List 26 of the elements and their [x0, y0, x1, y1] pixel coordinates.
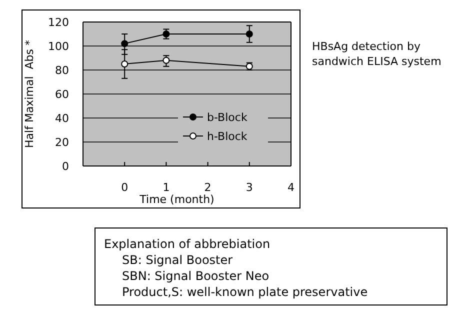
- x-tick-label: 0: [121, 181, 128, 194]
- text: SB: Signal Booster: [122, 253, 233, 267]
- text: Explanation of abbrebiation: [104, 237, 270, 251]
- legend-label: h-Block: [207, 130, 248, 143]
- y-axis-title: Half Maximal Abs *: [23, 40, 36, 148]
- point: [121, 60, 128, 68]
- y-tick-label: 0: [62, 160, 69, 173]
- point: [162, 30, 170, 38]
- text: HBsAg detection by sandwich ELISA system: [312, 40, 442, 68]
- x-tick-label: 3: [246, 181, 253, 194]
- y-tick-label: 80: [55, 64, 69, 77]
- text: SBN: Signal Booster Neo: [122, 269, 270, 283]
- y-tick-label: 100: [48, 40, 69, 53]
- x-tick-label: 1: [162, 181, 170, 194]
- text: Product,S: well-known plate preservative: [122, 285, 368, 299]
- x-tick-label: 4: [288, 181, 294, 194]
- point: [246, 30, 253, 38]
- x-tick-label: 2: [204, 181, 212, 194]
- x-axis-title: Time (month): [138, 193, 214, 206]
- point: [121, 40, 128, 48]
- point: [162, 56, 170, 64]
- y-tick-label: 40: [55, 112, 69, 125]
- y-tick-label: 60: [55, 88, 69, 101]
- y-tick-label: 20: [55, 136, 69, 149]
- legend-label: b-Block: [207, 111, 248, 124]
- y-tick-label: 120: [48, 16, 69, 29]
